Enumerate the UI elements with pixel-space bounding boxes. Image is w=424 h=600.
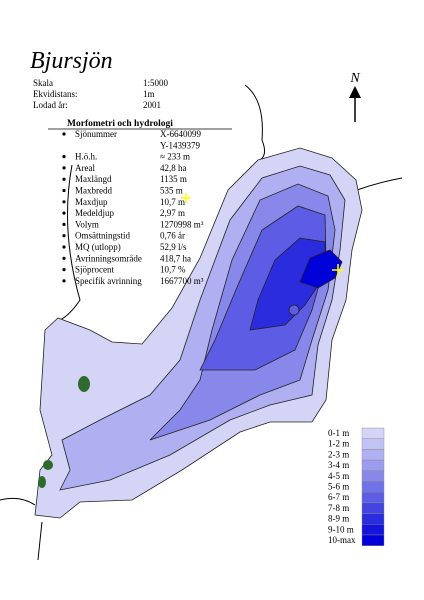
row-value: 418,7 ha xyxy=(160,253,191,263)
row-value: 42,8 ha xyxy=(160,163,187,173)
bullet xyxy=(62,132,66,136)
row-label: H.ö.h. xyxy=(75,152,97,162)
morphometry-heading: Morfometri och hydrologi xyxy=(67,119,173,129)
row-value: 535 m xyxy=(160,186,183,196)
row-label: Avrinningsområde xyxy=(75,253,142,263)
legend-label: 8-9 m xyxy=(328,514,349,524)
row-label: Sjöprocent xyxy=(75,265,114,275)
row-label: Medeldjup xyxy=(75,208,114,218)
legend-label: 3-4 m xyxy=(328,460,349,470)
legend-label: 0-1 m xyxy=(328,428,349,438)
north-label: N xyxy=(349,71,360,86)
bullet xyxy=(62,222,66,226)
info-block: Skala 1:5000 Ekvidistans: 1m Lodad år: 2001 xyxy=(33,78,169,110)
legend-label: 4-5 m xyxy=(328,471,349,481)
bullet xyxy=(62,188,66,193)
row-label: Specifik avrinning xyxy=(75,276,142,286)
row-value: 0,76 år xyxy=(160,231,185,241)
legend-label: 6-7 m xyxy=(328,492,349,502)
legend-swatch xyxy=(361,481,385,493)
row-value: 1135 m xyxy=(160,174,187,184)
streams xyxy=(0,84,403,561)
legend-swatch xyxy=(361,427,385,439)
info-value: 1:5000 xyxy=(143,78,169,88)
legend: 0-1 m1-2 m2-3 m3-4 m4-5 m5-6 m6-7 m7-8 m… xyxy=(328,427,385,546)
legend-label: 9-10 m xyxy=(328,524,354,534)
legend-swatch xyxy=(361,459,385,472)
bullet xyxy=(62,245,66,249)
islands xyxy=(38,376,90,488)
bullet xyxy=(62,234,66,238)
row-value: Y-1439379 xyxy=(160,140,200,150)
row-label: MQ (utlopp) xyxy=(75,242,121,252)
bullet xyxy=(62,155,66,159)
row-label: Areal xyxy=(75,163,95,173)
deepest-point xyxy=(181,193,344,276)
row-label: Maxlängd xyxy=(75,174,112,184)
bullet xyxy=(62,166,66,170)
row-value: 10,7 % xyxy=(160,265,186,275)
legend-swatch xyxy=(361,492,385,504)
depth-contours xyxy=(34,147,363,519)
bullet xyxy=(62,177,66,181)
row-label: Omsättningstid xyxy=(75,231,131,241)
map-title: Bjursjön xyxy=(30,48,113,74)
legend-swatch xyxy=(361,470,385,482)
legend-label: 1-2 m xyxy=(328,439,349,449)
legend-swatch xyxy=(361,513,385,525)
legend-label: 5-6 m xyxy=(328,482,349,492)
legend-swatch xyxy=(361,502,385,514)
bullet xyxy=(62,256,66,260)
info-label: Skala xyxy=(33,78,53,88)
bullet xyxy=(62,279,66,283)
legend-label: 10-max xyxy=(328,535,356,545)
row-value: 10,7 m xyxy=(160,197,185,207)
bullet xyxy=(62,200,66,204)
legend-swatch xyxy=(361,524,385,536)
row-value: 1270998 m³ xyxy=(160,219,204,229)
row-label: Sjönummer xyxy=(75,129,117,139)
bullet xyxy=(62,268,66,272)
row-label: Volym xyxy=(75,219,99,229)
row-value: 1667700 m³ xyxy=(160,276,204,286)
info-value: 2001 xyxy=(143,100,161,110)
row-value: X-6640099 xyxy=(160,129,201,139)
row-label: Maxdjup xyxy=(75,197,108,207)
bullet xyxy=(62,211,66,215)
row-value: 2,97 m xyxy=(160,208,185,218)
legend-swatch xyxy=(361,438,385,450)
north-arrow: N xyxy=(349,71,361,122)
legend-swatch xyxy=(361,449,385,461)
legend-label: 2-3 m xyxy=(328,449,349,459)
row-label: Maxbredd xyxy=(75,186,112,196)
info-value: 1m xyxy=(143,89,155,99)
row-value: ≈ 233 m xyxy=(160,152,190,162)
legend-swatch xyxy=(361,534,385,546)
legend-label: 7-8 m xyxy=(328,503,349,513)
info-label: Ekvidistans: xyxy=(33,89,78,99)
info-label: Lodad år: xyxy=(33,100,68,110)
row-value: 52,9 l/s xyxy=(160,242,187,252)
